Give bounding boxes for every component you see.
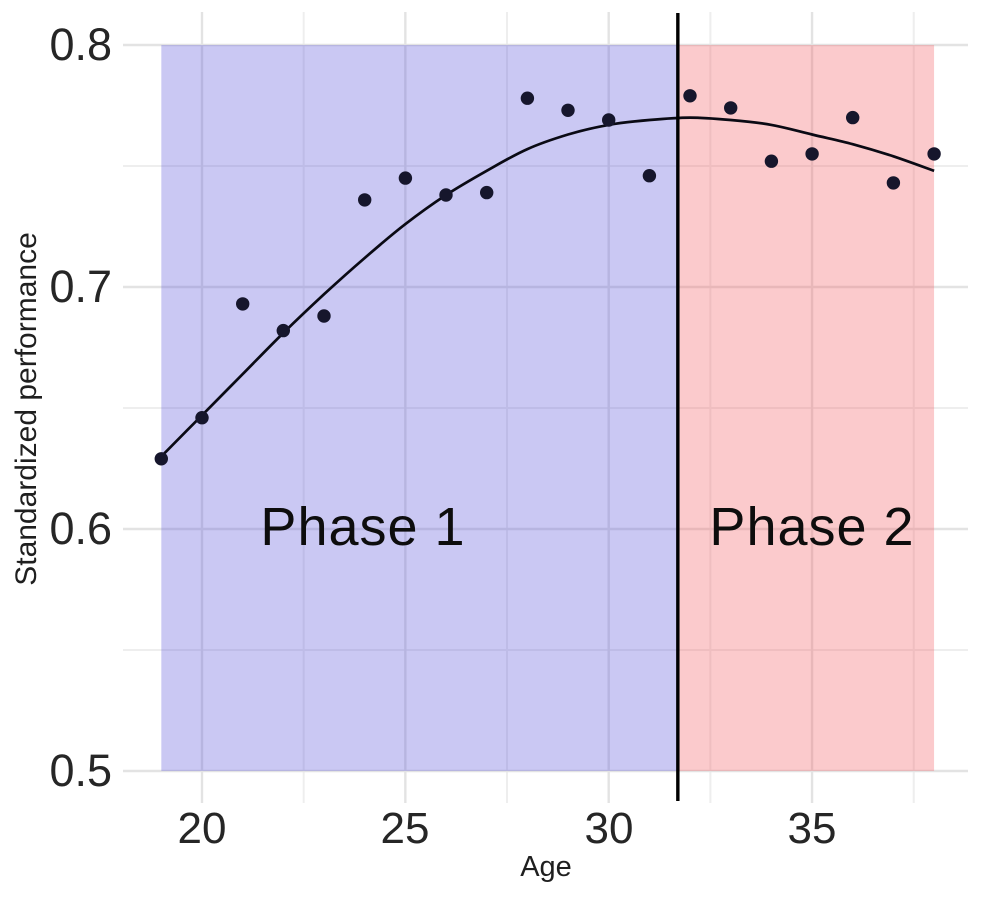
y-tick-label: 0.7: [49, 261, 112, 312]
x-tick-label: 20: [177, 804, 227, 853]
x-tick-label: 25: [380, 804, 430, 853]
x-axis-title: Age: [520, 851, 572, 883]
data-points: [154, 89, 941, 466]
phase-1-label: Phase 1: [260, 497, 466, 557]
y-tick-label: 0.8: [49, 19, 112, 70]
x-tick-label: 35: [787, 804, 837, 853]
phase-2-label: Phase 2: [709, 497, 915, 557]
y-axis-title: Standardized performance: [10, 232, 43, 586]
y-tick-label: 0.6: [49, 503, 112, 554]
x-tick-label: 30: [584, 804, 634, 853]
phase-regions: [161, 45, 935, 771]
y-tick-label: 0.5: [49, 745, 112, 796]
